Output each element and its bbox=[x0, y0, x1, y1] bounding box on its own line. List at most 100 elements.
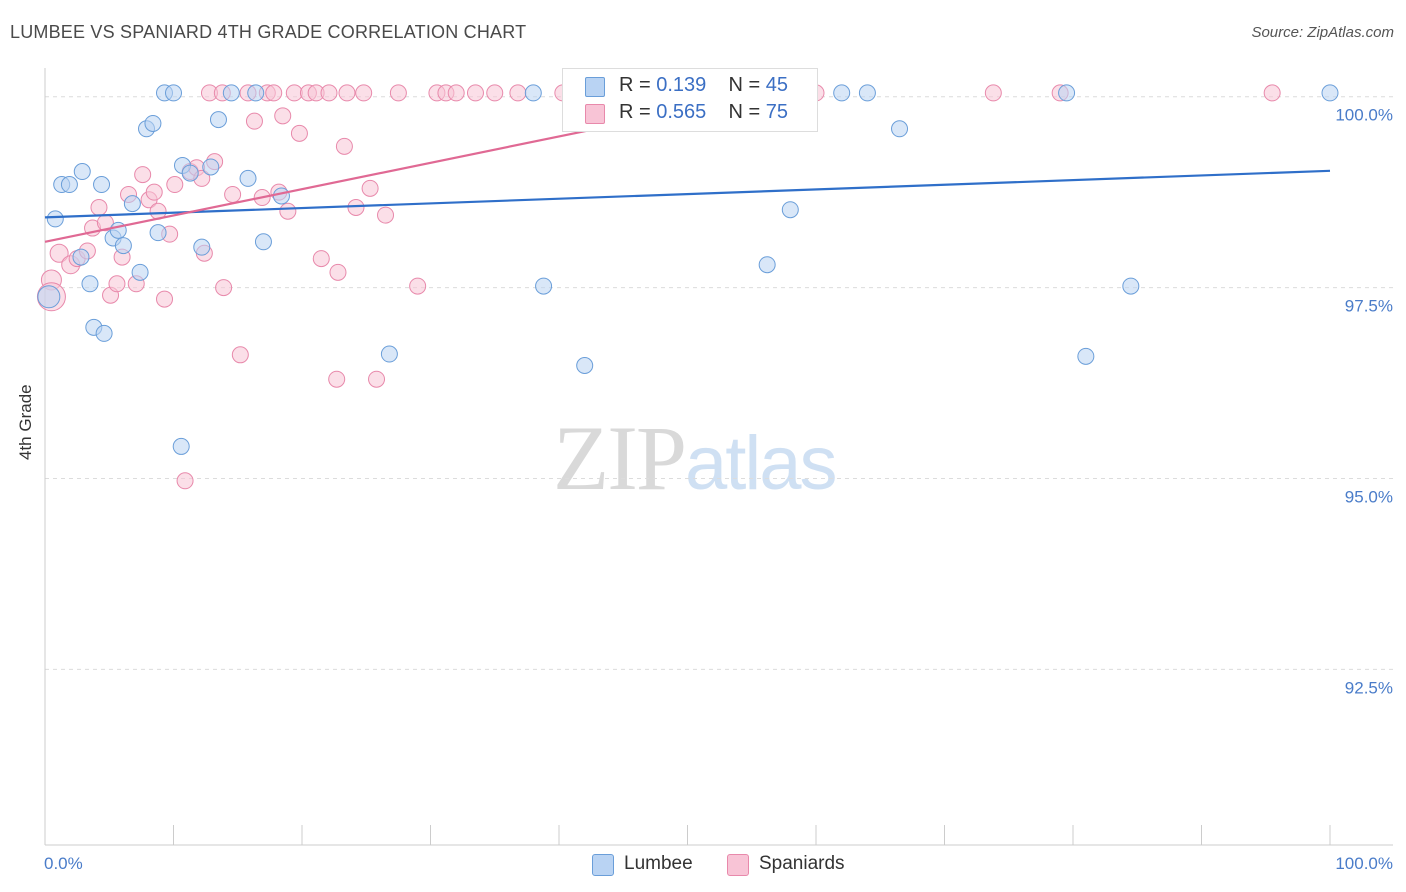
lumbee-point bbox=[254, 233, 272, 251]
stats-legend: R = 0.139 N = 45 R = 0.565 N = 75 bbox=[562, 68, 818, 132]
lumbee-point bbox=[72, 248, 90, 266]
lumbee-n-value: 45 bbox=[765, 74, 789, 96]
spaniards-point bbox=[166, 176, 184, 194]
legend-lumbee-swatch bbox=[592, 854, 614, 876]
spaniards-point bbox=[176, 472, 194, 490]
lumbee-point bbox=[95, 324, 113, 342]
watermark-zip: ZIP bbox=[553, 407, 687, 509]
lumbee-point bbox=[81, 275, 99, 293]
spaniards-point bbox=[108, 275, 126, 293]
lumbee-point bbox=[222, 84, 240, 102]
lumbee-point bbox=[272, 187, 290, 205]
spaniards-point bbox=[377, 206, 395, 224]
spaniards-point bbox=[215, 279, 233, 297]
legend-spaniards-label: Spaniards bbox=[759, 853, 845, 874]
spaniards-point bbox=[224, 185, 242, 203]
lumbee-point bbox=[123, 195, 141, 213]
y-tick-label: 97.5% bbox=[1345, 297, 1393, 316]
lumbee-point bbox=[202, 158, 220, 176]
watermark: ZIPatlas bbox=[553, 405, 838, 511]
lumbee-point bbox=[181, 164, 199, 182]
y-tick-label: 92.5% bbox=[1345, 678, 1393, 697]
spaniards-point bbox=[486, 84, 504, 102]
lumbee-point bbox=[1077, 347, 1095, 365]
spaniards-point bbox=[447, 84, 465, 102]
spaniards-point bbox=[409, 277, 427, 295]
legend-spaniards-swatch bbox=[727, 854, 749, 876]
lumbee-point bbox=[193, 238, 211, 256]
lumbee-point bbox=[73, 163, 91, 181]
spaniards-point bbox=[509, 84, 527, 102]
chart-title: LUMBEE VS SPANIARD 4TH GRADE CORRELATION… bbox=[10, 22, 527, 42]
spaniards-point bbox=[134, 166, 152, 184]
series-legend: Lumbee Spaniards bbox=[0, 852, 1406, 878]
legend-lumbee-label: Lumbee bbox=[624, 853, 693, 874]
lumbee-point bbox=[758, 256, 776, 274]
spaniards-point bbox=[984, 84, 1002, 102]
spaniards-point bbox=[231, 346, 249, 364]
spaniards-point bbox=[328, 370, 346, 388]
x-tick-label-max: 100.0% bbox=[1335, 854, 1393, 873]
spaniards-point bbox=[265, 84, 283, 102]
lumbee-point bbox=[93, 176, 111, 194]
spaniards-point bbox=[361, 179, 379, 197]
spaniards-n-label: N = bbox=[728, 101, 761, 123]
lumbee-point bbox=[535, 277, 553, 295]
lumbee-point bbox=[576, 356, 594, 374]
lumbee-point bbox=[247, 84, 265, 102]
lumbee-point bbox=[1321, 84, 1339, 102]
spaniards-point bbox=[335, 137, 353, 155]
lumbee-point bbox=[131, 263, 149, 281]
lumbee-point bbox=[209, 111, 227, 129]
y-axis-label: 4th Grade bbox=[16, 384, 35, 460]
spaniards-n-value: 75 bbox=[765, 101, 789, 123]
lumbee-point bbox=[37, 285, 61, 309]
spaniards-point bbox=[338, 84, 356, 102]
spaniards-point bbox=[368, 370, 386, 388]
lumbee-point bbox=[239, 169, 257, 187]
lumbee-point bbox=[380, 345, 398, 363]
watermark-atlas: atlas bbox=[685, 421, 838, 506]
spaniards-point bbox=[49, 243, 69, 263]
spaniards-point bbox=[90, 198, 108, 216]
lumbee-point bbox=[858, 84, 876, 102]
spaniards-point bbox=[389, 84, 407, 102]
spaniards-r-value: 0.565 bbox=[656, 101, 707, 123]
spaniards-point bbox=[274, 107, 292, 125]
spaniards-point bbox=[355, 84, 373, 102]
spaniards-point bbox=[290, 124, 308, 142]
lumbee-swatch bbox=[585, 77, 605, 97]
lumbee-point bbox=[144, 114, 162, 132]
spaniards-point bbox=[347, 198, 365, 216]
spaniards-point bbox=[156, 290, 174, 308]
lumbee-trend-line bbox=[44, 169, 1331, 219]
spaniards-point bbox=[145, 183, 163, 201]
source-label: Source: ZipAtlas.com bbox=[1251, 24, 1394, 41]
spaniards-swatch bbox=[585, 104, 605, 124]
spaniards-point bbox=[466, 84, 484, 102]
spaniards-point bbox=[285, 84, 303, 102]
lumbee-point bbox=[781, 201, 799, 219]
lumbee-n-label: N = bbox=[728, 74, 761, 96]
spaniards-point bbox=[245, 112, 263, 130]
lumbee-point bbox=[165, 84, 182, 102]
spaniards-point bbox=[329, 263, 347, 281]
lumbee-point bbox=[1122, 277, 1140, 295]
spaniards-r-label: R = bbox=[619, 101, 651, 123]
y-tick-label: 95.0% bbox=[1345, 487, 1393, 506]
spaniards-point bbox=[312, 250, 330, 268]
lumbee-point bbox=[114, 237, 132, 255]
spaniards-point bbox=[1263, 84, 1281, 102]
x-tick-label-min: 0.0% bbox=[44, 854, 83, 873]
lumbee-point bbox=[833, 84, 851, 102]
lumbee-point bbox=[46, 210, 64, 228]
lumbee-point bbox=[891, 120, 909, 138]
spaniards-point bbox=[279, 202, 297, 220]
lumbee-r-label: R = bbox=[619, 74, 651, 96]
y-tick-label: 100.0% bbox=[1335, 106, 1393, 125]
lumbee-point bbox=[60, 176, 78, 194]
lumbee-point bbox=[149, 224, 167, 242]
lumbee-point bbox=[524, 84, 542, 102]
lumbee-r-value: 0.139 bbox=[656, 74, 707, 96]
